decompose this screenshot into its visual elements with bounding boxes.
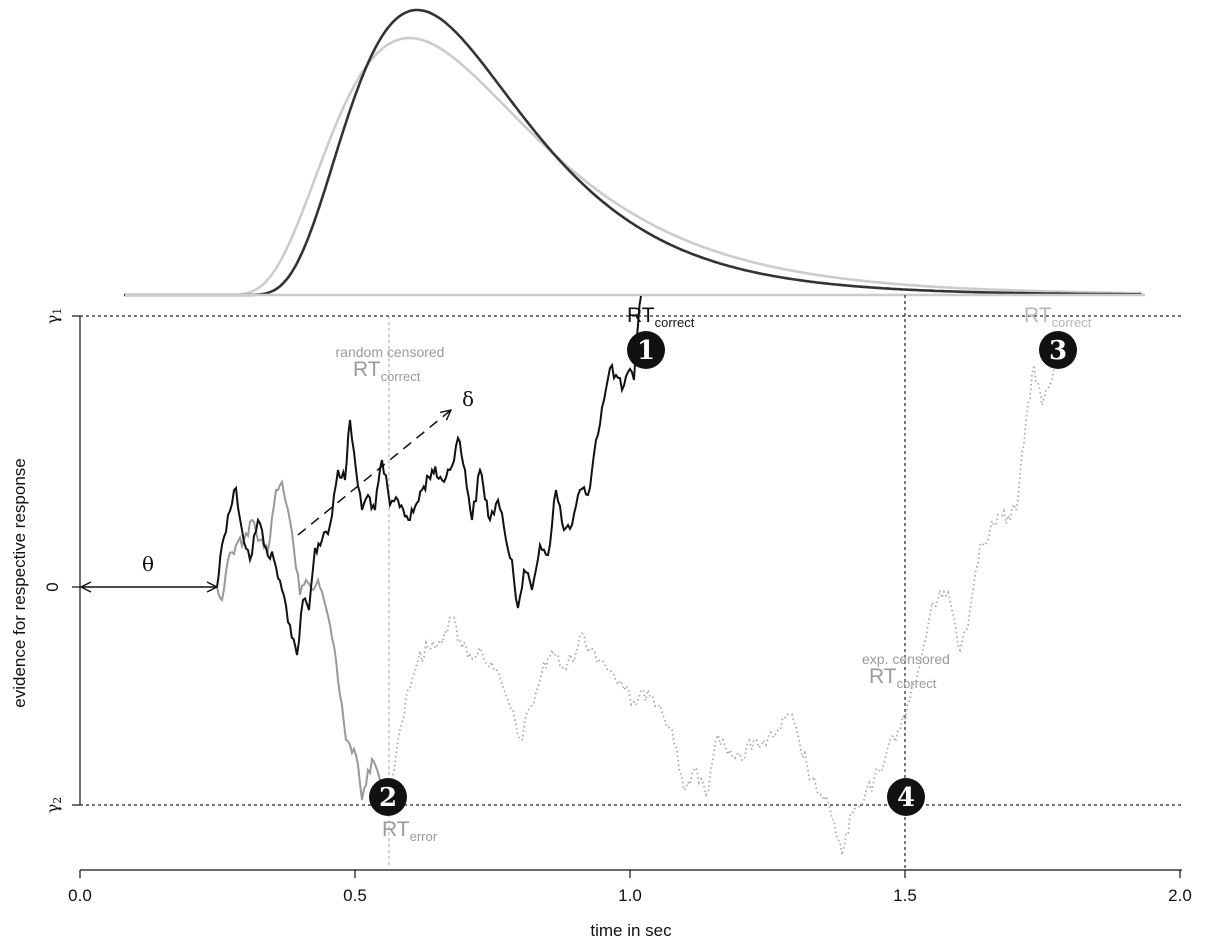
marker-1: 1	[627, 331, 665, 369]
marker-4-circle	[887, 778, 925, 816]
marker-4: 4	[887, 778, 925, 816]
rt-correct-label-3-sub: correct	[1052, 315, 1092, 330]
rt-error-label-sub: error	[410, 829, 438, 844]
rt-correct-label-1: RTcorrect	[627, 304, 695, 330]
random-censored-label: random censored	[336, 344, 445, 360]
marker-3-circle	[1039, 331, 1077, 369]
x-axis-title: time in sec	[590, 921, 672, 940]
y-tick-label-lower-sub: 2	[51, 797, 64, 804]
marker-4-number: 4	[897, 783, 915, 813]
random-censored-rt-label: RTcorrect	[353, 358, 421, 384]
exp-censored-rt-label: RTcorrect	[869, 665, 937, 691]
y-tick-label-lower: γ2	[43, 797, 64, 814]
exp-censored-rt-sub: correct	[897, 676, 937, 691]
marker-2: 2	[369, 778, 407, 816]
x-tick-label-2: 1.0	[618, 886, 642, 905]
marker-1-circle	[627, 331, 665, 369]
rt-error-label: RTerror	[382, 818, 438, 844]
exp-censored-label: exp. censored	[862, 651, 950, 667]
delta-arrow	[297, 410, 451, 536]
y-axis-title: evidence for respective response	[10, 458, 29, 707]
marker-3: 3	[1039, 331, 1077, 369]
marker-1-number: 1	[637, 336, 655, 366]
x-tick-label-3: 1.5	[893, 886, 917, 905]
rt-correct-label-3: RTcorrect	[1024, 304, 1092, 330]
path-exp-censored-dotted	[387, 349, 1059, 856]
x-tick-label-1: 0.5	[343, 886, 367, 905]
x-tick-label-0: 0.0	[68, 886, 92, 905]
path-correct-black	[216, 295, 642, 656]
marker-2-number: 2	[379, 783, 397, 813]
marker-2-circle	[369, 778, 407, 816]
density-curve-dark	[124, 8, 1142, 297]
y-tick-label-upper-sub: 1	[51, 308, 64, 315]
marker-3-number: 3	[1049, 336, 1067, 366]
density-curve-light	[124, 36, 1142, 297]
rt-correct-label-1-sub: correct	[655, 315, 695, 330]
y-tick-label-upper: γ1	[43, 308, 64, 325]
random-censored-rt-sub: correct	[381, 369, 421, 384]
x-ticks	[79, 870, 1181, 878]
x-tick-label-4: 2.0	[1168, 886, 1192, 905]
path-error-gray	[216, 479, 389, 801]
theta-label: θ	[142, 552, 154, 576]
y-tick-label-zero: 0	[43, 582, 62, 591]
delta-label: δ	[462, 387, 474, 411]
